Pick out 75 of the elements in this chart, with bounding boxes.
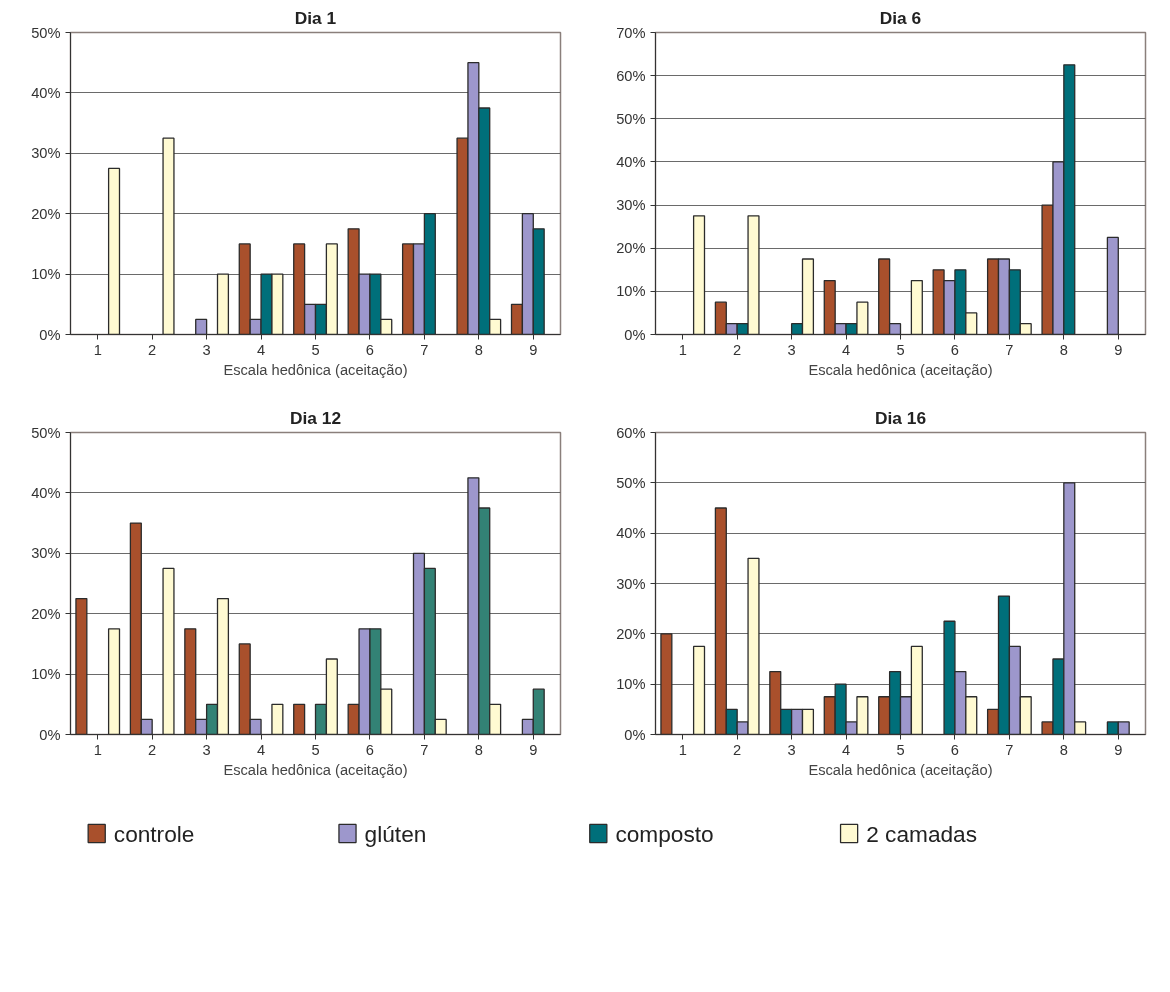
legend-label: glúten [364,820,427,847]
legend-label: composto [615,820,714,847]
x-axis-title: Escala hedônica (aceitação) [808,361,993,378]
legend-label: 2 camadas [866,820,978,847]
x-tick-label: 1 [678,341,687,358]
y-tick-label: 10% [31,266,61,283]
x-tick-label: 9 [529,341,538,358]
y-tick-label: 70% [616,24,646,41]
x-tick-label: 6 [950,741,960,758]
x-tick-label: 4 [841,741,851,758]
x-tick-label: 8 [474,741,483,758]
x-tick-label: 3 [202,741,211,758]
x-tick-label: 3 [202,341,211,358]
chart-title: Dia 6 [879,7,922,28]
y-tick-label: 20% [31,205,61,222]
x-tick-label: 3 [787,741,796,758]
x-tick-label: 7 [1005,341,1014,358]
y-tick-label: 20% [616,625,646,642]
x-tick-label: 7 [420,341,429,358]
y-tick-label: 0% [39,726,61,743]
y-tick-label: 10% [616,676,646,693]
chart-title: Dia 16 [874,407,927,428]
x-tick-label: 5 [896,741,905,758]
y-tick-label: 50% [31,24,61,41]
y-tick-label: 30% [616,197,646,214]
x-tick-label: 1 [678,741,687,758]
legend-label: controle [113,820,195,847]
y-tick-label: 0% [39,326,61,343]
x-tick-label: 4 [256,341,266,358]
y-tick-label: 0% [624,726,646,743]
x-tick-label: 4 [256,741,266,758]
y-tick-label: 40% [31,484,61,501]
x-tick-label: 9 [1114,341,1123,358]
y-tick-label: 40% [616,525,646,542]
chart-title: Dia 1 [294,7,337,28]
y-tick-label: 60% [616,424,646,441]
y-tick-label: 10% [616,283,646,300]
y-tick-label: 30% [31,145,61,162]
x-axis-title: Escala hedônica (aceitação) [223,761,408,778]
x-tick-label: 2 [148,341,157,358]
x-tick-label: 8 [1059,341,1068,358]
x-tick-label: 8 [474,341,483,358]
y-tick-label: 50% [616,474,646,491]
x-tick-label: 9 [1114,741,1123,758]
x-tick-label: 6 [365,741,375,758]
chart-title: Dia 12 [289,407,342,428]
x-tick-label: 7 [420,741,429,758]
x-tick-label: 4 [841,341,851,358]
y-tick-label: 50% [616,110,646,127]
x-tick-label: 5 [311,741,320,758]
x-tick-label: 1 [93,341,102,358]
y-tick-label: 30% [31,545,61,562]
x-tick-label: 9 [529,741,538,758]
y-tick-label: 50% [31,424,61,441]
x-axis-title: Escala hedônica (aceitação) [223,361,408,378]
y-tick-label: 20% [616,240,646,257]
x-tick-label: 3 [787,341,796,358]
x-tick-label: 7 [1005,741,1014,758]
y-tick-label: 60% [616,67,646,84]
y-tick-label: 40% [616,153,646,170]
x-axis-title: Escala hedônica (aceitação) [808,761,993,778]
x-tick-label: 6 [950,341,960,358]
x-tick-label: 8 [1059,741,1068,758]
y-tick-label: 20% [31,605,61,622]
y-tick-label: 10% [31,666,61,683]
x-tick-label: 5 [311,341,320,358]
y-tick-label: 30% [616,575,646,592]
x-tick-label: 5 [896,341,905,358]
x-tick-label: 2 [733,741,742,758]
x-tick-label: 2 [148,741,157,758]
y-tick-label: 40% [31,84,61,101]
x-tick-label: 6 [365,341,375,358]
x-tick-label: 1 [93,741,102,758]
y-tick-label: 0% [624,326,646,343]
x-tick-label: 2 [733,341,742,358]
